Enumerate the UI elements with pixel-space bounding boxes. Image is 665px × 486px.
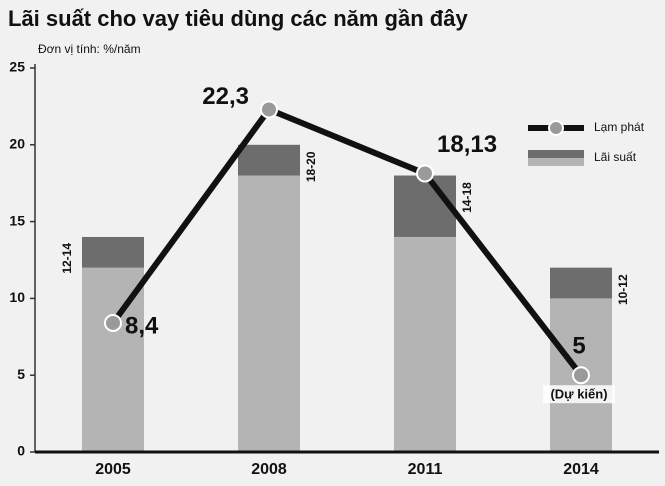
bar-high [394,175,456,237]
inflation-point [260,100,278,119]
legend-label: Lạm phát [594,120,645,134]
y-tick-label: 5 [17,366,25,382]
y-tick-label: 25 [9,59,25,75]
bar-high [550,267,612,299]
annotation: (Dự kiến) [550,387,607,402]
inflation-label: 22,3 [202,83,249,110]
range-label: 10-12 [616,274,630,305]
legend-label: Lãi suất [594,150,637,164]
inflation-label: 18,13 [437,131,497,158]
chart-title: Lãi suất cho vay tiêu dùng các năm gần đ… [8,6,468,31]
inflation-label: 8,4 [125,312,159,339]
bar-low [394,236,456,452]
unit-note: Đơn vị tính: %/năm [38,42,141,56]
inflation-point [104,313,122,332]
bar-high [82,236,144,268]
legend-swatch-high [528,150,584,158]
y-tick-label: 15 [9,212,25,228]
legend-point [548,120,564,136]
bar-low [238,175,300,452]
inflation-line [110,106,584,378]
inflation-label: 5 [572,333,585,360]
inflation-point [572,366,590,385]
x-tick-label: 2008 [251,461,287,478]
x-tick-label: 2011 [408,461,443,478]
range-label: 12-14 [60,243,74,274]
inflation-point [416,164,434,183]
x-tick-label: 2005 [95,461,131,478]
x-tick-label: 2014 [563,461,599,478]
bar-high [238,144,300,176]
annotation-bg [543,385,615,404]
range-label: 18-20 [304,151,318,182]
y-tick-label: 0 [17,443,25,459]
y-tick-label: 20 [9,136,25,152]
legend-swatch-low [528,158,584,166]
y-tick-label: 10 [9,289,25,305]
range-label: 14-18 [460,182,474,213]
